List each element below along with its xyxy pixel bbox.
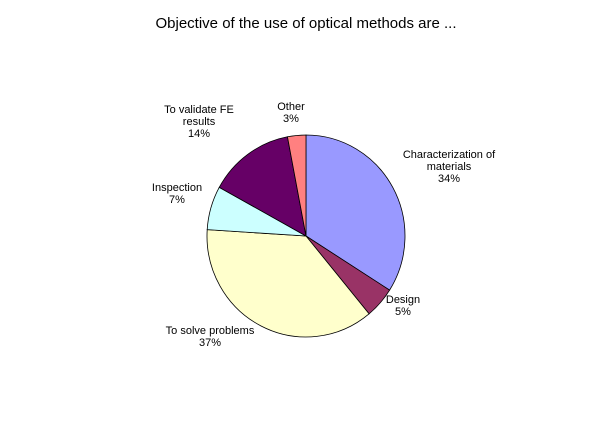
pie-slice-0 <box>305 134 406 291</box>
slice-label-1: Design 5% <box>386 294 420 318</box>
slice-label-5: Other 3% <box>277 101 305 125</box>
pie-slice-2 <box>206 229 370 338</box>
slice-label-4: To validate FE results 14% <box>164 104 234 140</box>
pie-slice-5 <box>286 134 307 237</box>
pie-slice-4 <box>218 136 307 237</box>
slice-label-0: Characterization of materials 34% <box>403 149 496 185</box>
chart-title: Objective of the use of optical methods … <box>155 15 457 32</box>
slice-label-2: To solve problems 37% <box>166 325 255 349</box>
slice-label-3: Inspection 7% <box>152 182 202 206</box>
